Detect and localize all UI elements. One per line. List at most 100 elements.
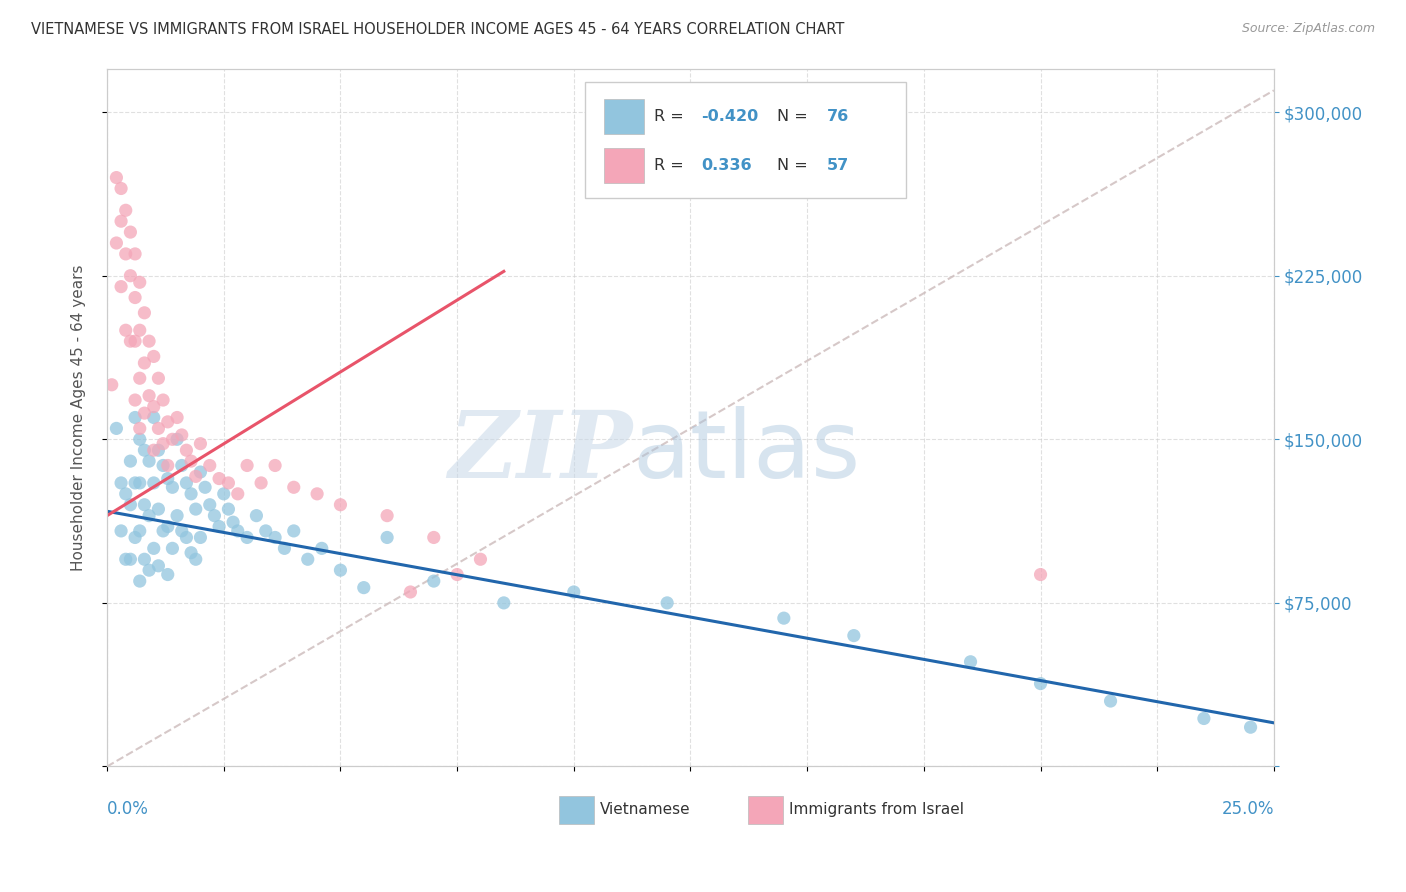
Point [156,458,179,473]
Point [114,323,136,337]
Point [128,421,150,435]
Y-axis label: Householder Income Ages 45 - 64 years: Householder Income Ages 45 - 64 years [72,264,86,571]
Text: Source: ZipAtlas.com: Source: ZipAtlas.com [1241,22,1375,36]
Point [110,524,132,538]
Point [283,524,305,538]
Text: ZIP: ZIP [449,408,633,498]
Point [423,574,446,588]
FancyBboxPatch shape [558,797,593,824]
Point [114,247,136,261]
Point [297,552,319,566]
Text: atlas: atlas [633,407,860,499]
Point [236,458,259,473]
Text: N =: N = [778,109,813,124]
Point [170,524,193,538]
Point [138,508,160,523]
Point [198,458,221,473]
Point [162,432,184,446]
Point [124,531,146,545]
Point [198,498,221,512]
Point [353,581,375,595]
Point [110,279,132,293]
Point [120,498,142,512]
Point [208,472,231,486]
Point [329,498,352,512]
Text: 76: 76 [827,109,849,124]
Point [105,170,128,185]
Point [138,563,160,577]
Point [194,480,217,494]
Point [562,585,585,599]
Point [110,181,132,195]
Text: VIETNAMESE VS IMMIGRANTS FROM ISRAEL HOUSEHOLDER INCOME AGES 45 - 64 YEARS CORRE: VIETNAMESE VS IMMIGRANTS FROM ISRAEL HOU… [31,22,845,37]
Point [148,371,170,385]
Point [105,421,128,435]
Point [311,541,333,556]
Point [142,400,165,414]
FancyBboxPatch shape [748,797,783,824]
Point [120,454,142,468]
Point [170,428,193,442]
Point [180,454,202,468]
Point [162,480,184,494]
Point [307,487,329,501]
Point [110,475,132,490]
Point [492,596,515,610]
Text: -0.420: -0.420 [702,109,758,124]
Point [190,531,212,545]
Point [470,552,492,566]
Point [657,596,679,610]
Point [128,275,150,289]
Point [217,502,239,516]
Point [148,443,170,458]
Point [166,432,188,446]
Point [138,334,160,348]
FancyBboxPatch shape [585,82,907,198]
Point [142,410,165,425]
Point [156,472,179,486]
Point [128,371,150,385]
Point [959,655,981,669]
Point [124,410,146,425]
Point [329,563,352,577]
Point [1029,676,1052,690]
Point [204,508,226,523]
Point [156,567,179,582]
Point [142,541,165,556]
Point [180,487,202,501]
Point [283,480,305,494]
Text: R =: R = [654,109,689,124]
Point [156,519,179,533]
Point [184,552,207,566]
Point [254,524,277,538]
Point [184,469,207,483]
Text: R =: R = [654,158,695,173]
Point [134,356,156,370]
Point [120,225,142,239]
Point [1239,720,1261,734]
Point [148,558,170,573]
Point [134,498,156,512]
Point [772,611,794,625]
Point [152,524,174,538]
Point [217,475,239,490]
Point [152,392,174,407]
Point [105,235,128,250]
Text: Vietnamese: Vietnamese [599,802,690,817]
Point [423,531,446,545]
Point [190,436,212,450]
Point [264,458,287,473]
Point [128,323,150,337]
Point [138,454,160,468]
Point [124,475,146,490]
Point [128,432,150,446]
Point [100,377,122,392]
Text: 0.336: 0.336 [702,158,752,173]
Point [152,458,174,473]
Point [156,415,179,429]
Point [264,531,287,545]
Point [226,524,249,538]
Point [208,519,231,533]
Text: N =: N = [778,158,813,173]
Point [142,475,165,490]
